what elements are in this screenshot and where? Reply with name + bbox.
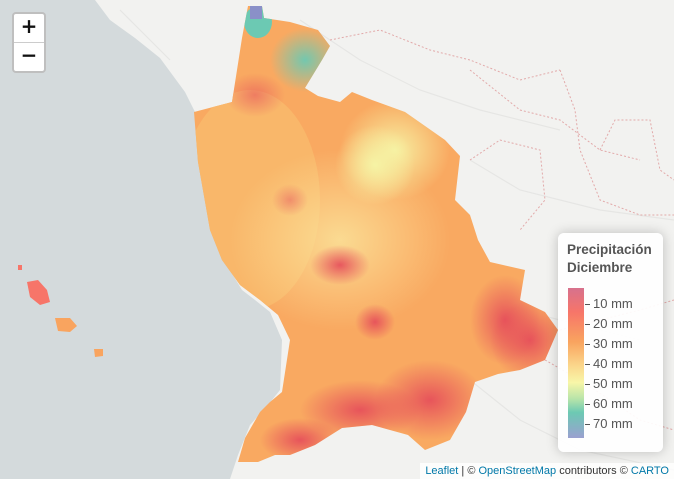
- legend-label: 30 mm: [585, 337, 633, 351]
- leaflet-link[interactable]: Leaflet: [425, 465, 459, 477]
- ocean: [0, 0, 282, 479]
- legend-label: 40 mm: [585, 357, 633, 371]
- osm-link[interactable]: OpenStreetMap: [478, 465, 557, 477]
- attribution-sep: | ©: [458, 465, 479, 477]
- attribution: Leaflet | © OpenStreetMap contributors ©…: [420, 463, 674, 479]
- zoom-out-button[interactable]: −: [20, 43, 38, 67]
- legend-label: 50 mm: [585, 377, 633, 391]
- legend-title-line1: Precipitación: [567, 242, 652, 257]
- zoom-control: + −: [12, 12, 46, 73]
- legend-label: 20 mm: [585, 317, 633, 331]
- legend: Precipitación Diciembre 10 mm 20 mm 30 m…: [558, 233, 663, 452]
- attribution-contrib: contributors ©: [556, 465, 631, 477]
- legend-label: 60 mm: [585, 397, 633, 411]
- islands: [18, 265, 103, 357]
- legend-label: 70 mm: [585, 417, 633, 431]
- carto-link[interactable]: CARTO: [630, 465, 669, 477]
- legend-label: 10 mm: [585, 297, 633, 311]
- legend-color-bar: [568, 288, 584, 438]
- legend-title-line2: Diciembre: [567, 260, 633, 275]
- zoom-in-button[interactable]: +: [14, 14, 44, 43]
- legend-title: Precipitación Diciembre: [567, 241, 654, 277]
